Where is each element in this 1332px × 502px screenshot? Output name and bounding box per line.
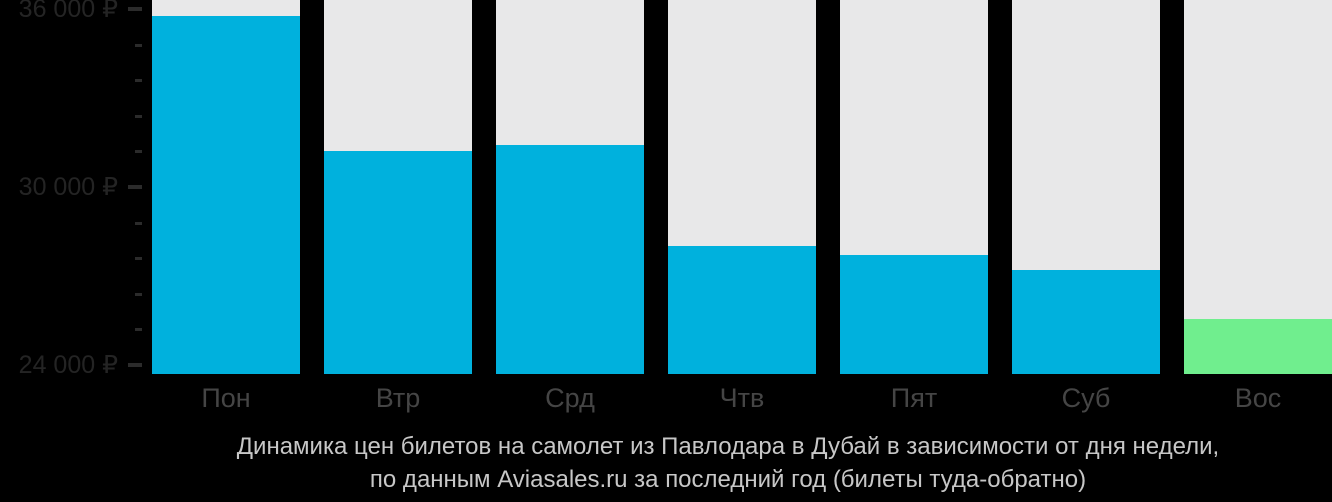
y-axis-label-24000: 24 000 ₽ <box>18 351 118 379</box>
bar-sun[interactable] <box>1184 319 1332 374</box>
bar-column-fri <box>840 0 988 374</box>
y-minor-tick-31200 <box>135 150 142 153</box>
bar-thu[interactable] <box>668 246 816 374</box>
bar-tue[interactable] <box>324 151 472 374</box>
bar-column-sat <box>1012 0 1160 374</box>
y-minor-tick-25200 <box>135 328 142 331</box>
x-label-mon: Пон <box>201 383 251 413</box>
bar-sat[interactable] <box>1012 270 1160 374</box>
chart-title-line1: Динамика цен билетов на самолет из Павло… <box>236 433 1220 460</box>
chart-title: Динамика цен билетов на самолет из Павло… <box>122 430 1332 496</box>
bar-mon[interactable] <box>152 16 300 374</box>
x-label-tue: Втр <box>375 383 421 413</box>
x-label-wed: Срд <box>545 383 595 413</box>
bar-column-wed <box>496 0 644 374</box>
bar-column-thu <box>668 0 816 374</box>
y-minor-tick-34800 <box>135 44 142 47</box>
bar-column-tue <box>324 0 472 374</box>
x-label-sat: Суб <box>1061 383 1111 413</box>
y-major-tick-36000 <box>128 7 142 11</box>
bar-wed[interactable] <box>496 145 644 374</box>
bar-fri[interactable] <box>840 255 988 374</box>
y-minor-tick-32400 <box>135 115 142 118</box>
y-axis-label-36000: 36 000 ₽ <box>18 0 118 23</box>
chart-title-line2: по данным Aviasales.ru за последний год … <box>369 466 1087 493</box>
y-minor-tick-33600 <box>135 79 142 82</box>
y-major-tick-30000 <box>128 185 142 189</box>
bar-column-mon <box>152 0 300 374</box>
bar-column-sun <box>1184 0 1332 374</box>
x-label-thu: Чтв <box>719 383 765 413</box>
y-minor-tick-26400 <box>135 293 142 296</box>
y-major-tick-24000 <box>128 363 142 367</box>
y-axis-label-30000: 30 000 ₽ <box>18 173 118 201</box>
x-label-fri: Пят <box>890 383 938 413</box>
y-minor-tick-28800 <box>135 222 142 225</box>
x-label-sun: Вос <box>1234 383 1282 413</box>
y-minor-tick-27600 <box>135 257 142 260</box>
